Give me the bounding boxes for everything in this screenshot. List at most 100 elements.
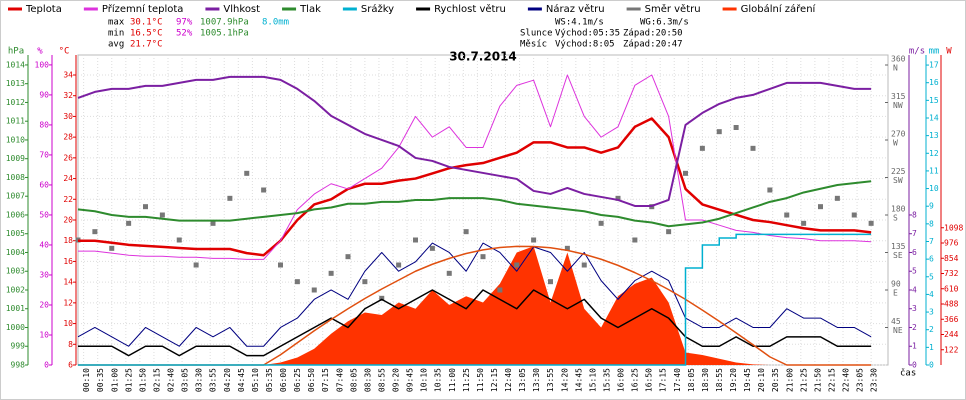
point [109, 245, 115, 251]
y-tick-label: 122 [944, 345, 959, 354]
y-tick-name: SW [893, 176, 903, 185]
x-tick-label: 07:40 [335, 368, 344, 392]
x-tick-label: 06:50 [307, 368, 316, 392]
x-tick-label: 08:55 [377, 368, 386, 392]
x-tick-label: 09:20 [392, 368, 401, 392]
x-tick-label: 10:35 [434, 368, 443, 392]
axis-label: °C [59, 47, 70, 57]
y-tick-label: 8 [912, 210, 917, 219]
y-tick-label: 1008 [6, 173, 25, 182]
y-tick-label: 1 [912, 342, 917, 351]
y-tick-label: 0 [44, 361, 49, 370]
x-tick-label: 06:00 [279, 368, 288, 392]
x-tick-label: 03:30 [195, 368, 204, 392]
x-tick-label: 11:00 [448, 368, 457, 392]
x-tick-label: 05:35 [265, 368, 274, 392]
x-tick-label: 00:35 [96, 368, 105, 392]
y-tick-label: 12 [929, 149, 939, 158]
axis-label: % [37, 47, 43, 57]
line [78, 117, 872, 257]
y-tick-label: 26 [63, 153, 73, 162]
y-tick-label: 20 [39, 300, 49, 309]
astro-set: Západ:20:50 [623, 29, 683, 39]
y-tick-label: 1012 [6, 98, 25, 107]
y-tick-label: 40 [39, 240, 49, 249]
x-tick-label: 10:10 [420, 368, 429, 392]
line [78, 74, 872, 260]
legend-label: Vlhkost [223, 4, 260, 15]
x-tick-label: 02:40 [167, 368, 176, 392]
point [261, 187, 267, 193]
y-tick-label: 100 [35, 60, 50, 69]
y-tick-label: 4 [929, 290, 934, 299]
point [666, 229, 672, 235]
y-tick-label: 610 [944, 284, 959, 293]
stats-value: 8.0mm [262, 18, 289, 28]
x-tick-label: 00:10 [82, 368, 91, 392]
y-tick-label: 1 [929, 343, 934, 352]
astro-set: Západ:20:47 [623, 40, 683, 50]
x-tick-label: 15:10 [588, 368, 597, 392]
x-tick-label: 23:30 [870, 368, 879, 392]
y-tick-label: 1011 [6, 117, 25, 126]
y-tick-label: 16 [63, 257, 73, 266]
y-tick-label: 80 [39, 120, 49, 129]
y-tick-label: 8 [68, 340, 73, 349]
axis-label: W [946, 47, 952, 57]
legend-label: Přízemní teplota [102, 3, 184, 15]
y-tick-label: 6 [912, 248, 917, 257]
x-tick-label: 01:50 [138, 368, 147, 392]
x-tick-label: 13:55 [546, 368, 555, 392]
y-tick-label: 7 [912, 229, 917, 238]
astro-label: Slunce [520, 29, 553, 39]
point [750, 145, 756, 151]
x-tick-label: 17:40 [673, 368, 682, 392]
point [834, 195, 840, 201]
y-tick-name: E [893, 289, 898, 298]
wind-stat: WS:4.1m/s [555, 18, 604, 28]
wind-stat: WG:6.3m/s [640, 18, 689, 28]
y-tick-name: S [893, 214, 898, 223]
x-tick-label: 13:05 [518, 368, 527, 392]
y-tick-name: SE [893, 251, 903, 260]
y-tick-label: 13 [929, 131, 939, 140]
y-tick-label: 1002 [6, 285, 25, 294]
y-tick-label: 998 [11, 361, 26, 370]
legend-label: Tlak [299, 4, 321, 15]
astro-label: Měsíc [520, 40, 547, 50]
x-tick-label: 03:55 [209, 368, 218, 392]
y-tick-label: 70 [39, 150, 49, 159]
x-tick-label: 08:05 [349, 368, 358, 392]
legend-label: Náraz větru [546, 3, 605, 15]
y-tick-label: 10 [63, 319, 73, 328]
x-tick-label: 20:35 [771, 368, 780, 392]
stats-value: 21.7°C [130, 40, 163, 50]
point [581, 262, 587, 268]
point [801, 220, 807, 226]
stats-value: 97% [176, 18, 193, 28]
y-tick-label: 3 [929, 308, 934, 317]
point [345, 254, 351, 260]
y-tick-label: 30 [39, 270, 49, 279]
y-tick-label: 14 [63, 278, 73, 287]
y-tick-label: 6 [68, 361, 73, 370]
x-tick-label: 13:30 [532, 368, 541, 392]
stats-value: 1005.1hPa [200, 29, 249, 39]
point [379, 295, 385, 301]
point [126, 220, 132, 226]
y-tick-label: 50 [39, 210, 49, 219]
line [77, 242, 872, 347]
point [143, 204, 148, 210]
y-tick-label: 360 [891, 55, 906, 64]
y-tick-label: 90 [891, 280, 901, 289]
point [159, 212, 165, 218]
x-tick-label: 07:15 [321, 368, 330, 392]
point [463, 229, 469, 235]
y-tick-label: 2 [929, 325, 934, 334]
point [413, 237, 418, 243]
y-tick-label: 244 [944, 330, 959, 339]
x-tick-label: 12:15 [490, 368, 499, 392]
point [514, 262, 520, 268]
point [716, 129, 722, 135]
y-tick-label: 20 [63, 215, 73, 224]
